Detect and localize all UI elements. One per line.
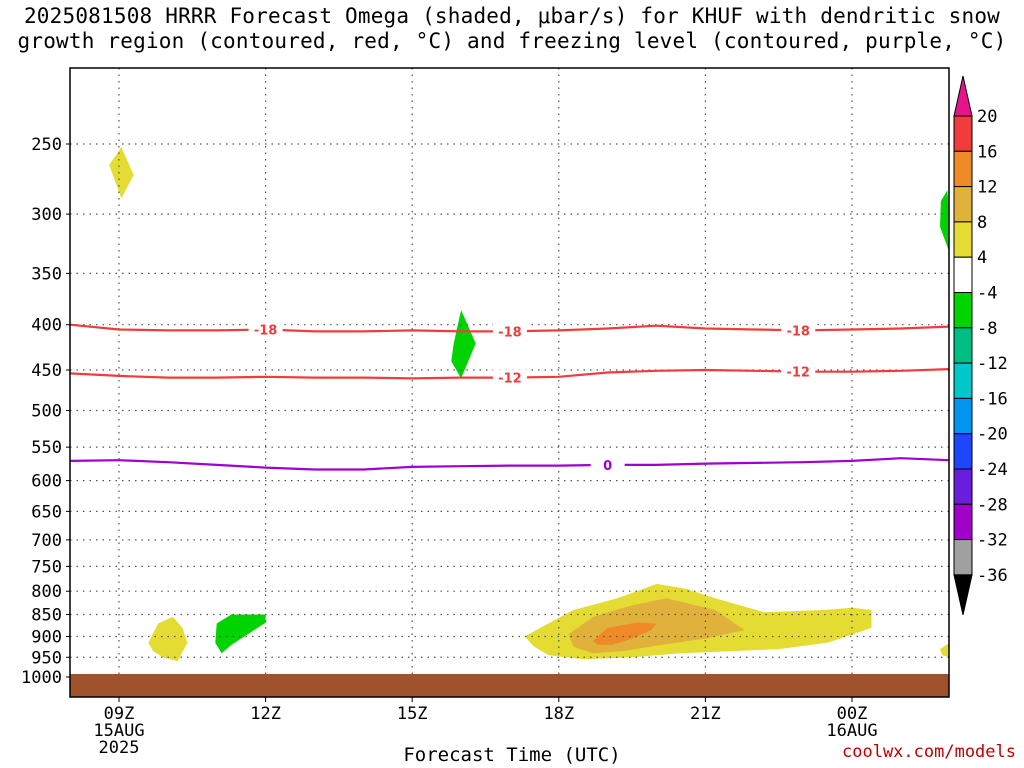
colorbar-label--4: -4 [977,284,997,304]
ground-layer [70,674,949,697]
contour-label-bg--12-1 [781,363,816,380]
colorbar-segment--4 [953,292,973,329]
colorbar-label--8: -8 [977,319,997,339]
y-tick-label-850: 850 [31,606,62,626]
y-tick-label-750: 750 [31,557,62,577]
x-tick-label-09Z: 09Z [104,704,135,724]
omega-feature-3 [148,616,188,662]
colorbar-segment--28 [953,503,973,541]
chart-title-line-2: growth region (contoured, red, °C) and f… [17,29,1007,53]
y-tick-label-800: 800 [31,582,62,602]
x-tick-sublabel-09Z-1: 2025 [99,738,140,758]
y-tick-label-650: 650 [31,502,62,522]
colorbar-segment--8 [953,327,973,364]
colorbar-label-8: 8 [977,213,987,233]
chart-title-line-1: 2025081508 HRRR Forecast Omega (shaded, … [23,4,1001,28]
omega-feature-7 [593,622,657,645]
colorbar-segment-20 [953,115,973,152]
colorbar-segment-16 [953,150,973,188]
contour-label--18-2: -18 [786,324,810,339]
chart-title: 2025081508 HRRR Forecast Omega (shaded, … [0,4,1024,54]
credit-link[interactable]: coolwx.com/models [842,742,1016,762]
x-tick-label-00Z: 00Z [837,704,868,724]
y-tick-label-400: 400 [31,316,62,336]
contour-layer: -18 -18 -18 -12 -12 0 [70,321,949,474]
colorbar-segment--20 [953,433,973,470]
colorbar-label--16: -16 [977,389,1008,409]
contour-label--12-0: -12 [498,372,522,387]
y-tick-label-350: 350 [31,264,62,284]
colorbar-segment--12 [953,362,973,399]
ground-surface [70,674,949,697]
colorbar-label-4: 4 [977,248,987,268]
contour-label-bg--18-1 [492,323,527,340]
colorbar-label-20: 20 [977,107,997,127]
y-tick-label-700: 700 [31,531,62,551]
colorbar-label-16: 16 [977,142,997,162]
colorbar-segment--16 [953,397,973,435]
grid-layer [70,68,949,697]
contour-label-bg--18-2 [781,322,816,339]
plot-frame [69,67,950,698]
colorbar-top-arrow [953,75,973,117]
omega-feature-0 [109,147,134,199]
colorbar-segment-12 [953,186,973,223]
x-tick-label-12Z: 12Z [250,704,281,724]
contour-line-0 [70,457,949,471]
omega-feature-4 [215,614,266,654]
colorbar-label--28: -28 [977,495,1008,515]
y-tick-label-300: 300 [31,205,62,225]
omega-feature-8 [940,643,949,658]
colorbar-label-12: 12 [977,178,997,198]
contour-label-bg--18-0 [248,321,283,338]
contour-label--18-1: -18 [498,325,522,340]
omega-feature-1 [940,190,949,251]
contour-label-bg-0-0 [590,456,625,473]
contour-label-bg--12-0 [492,369,527,386]
y-tick-label-450: 450 [31,361,62,381]
contour-label--12-1: -12 [786,366,810,381]
x-tick-label-18Z: 18Z [543,704,574,724]
x-axis-label: Forecast Time (UTC) [403,744,621,766]
y-tick-label-900: 900 [31,627,62,647]
y-tick-label-550: 550 [31,438,62,458]
omega-shading-layer [109,147,949,662]
colorbar-segment-4 [953,256,973,294]
y-tick-label-500: 500 [31,402,62,422]
colorbar-segment--24 [953,468,973,505]
colorbar-bottom-arrow [953,574,973,616]
contour-label-0-0: 0 [603,459,612,474]
contour-label--18-0: -18 [254,323,278,338]
colorbar-label--12: -12 [977,354,1008,374]
x-tick-label-15Z: 15Z [397,704,428,724]
colorbar-segment--32 [953,539,973,576]
colorbar-label--24: -24 [977,460,1008,480]
y-tick-label-600: 600 [31,472,62,492]
colorbar-segment-8 [953,221,973,258]
colorbar-label--32: -32 [977,531,1008,551]
x-tick-label-21Z: 21Z [690,704,721,724]
x-tick-sublabel-09Z-0: 15AUG [93,721,144,741]
y-tick-label-250: 250 [31,135,62,155]
omega-feature-2 [451,310,476,379]
colorbar-label--36: -36 [977,566,1008,586]
colorbar: 20 16 12 8 4 -4 -8 -12 -16 -20 -24 -28 -32 -36 [953,75,1008,616]
y-tick-label-1000: 1000 [21,668,62,688]
colorbar-label--20: -20 [977,425,1008,445]
x-tick-sublabel-00Z-0: 16AUG [826,721,877,741]
y-axis-ticks: 2503003504004505005506006507007508008509… [21,135,70,688]
y-tick-label-950: 950 [31,648,62,668]
